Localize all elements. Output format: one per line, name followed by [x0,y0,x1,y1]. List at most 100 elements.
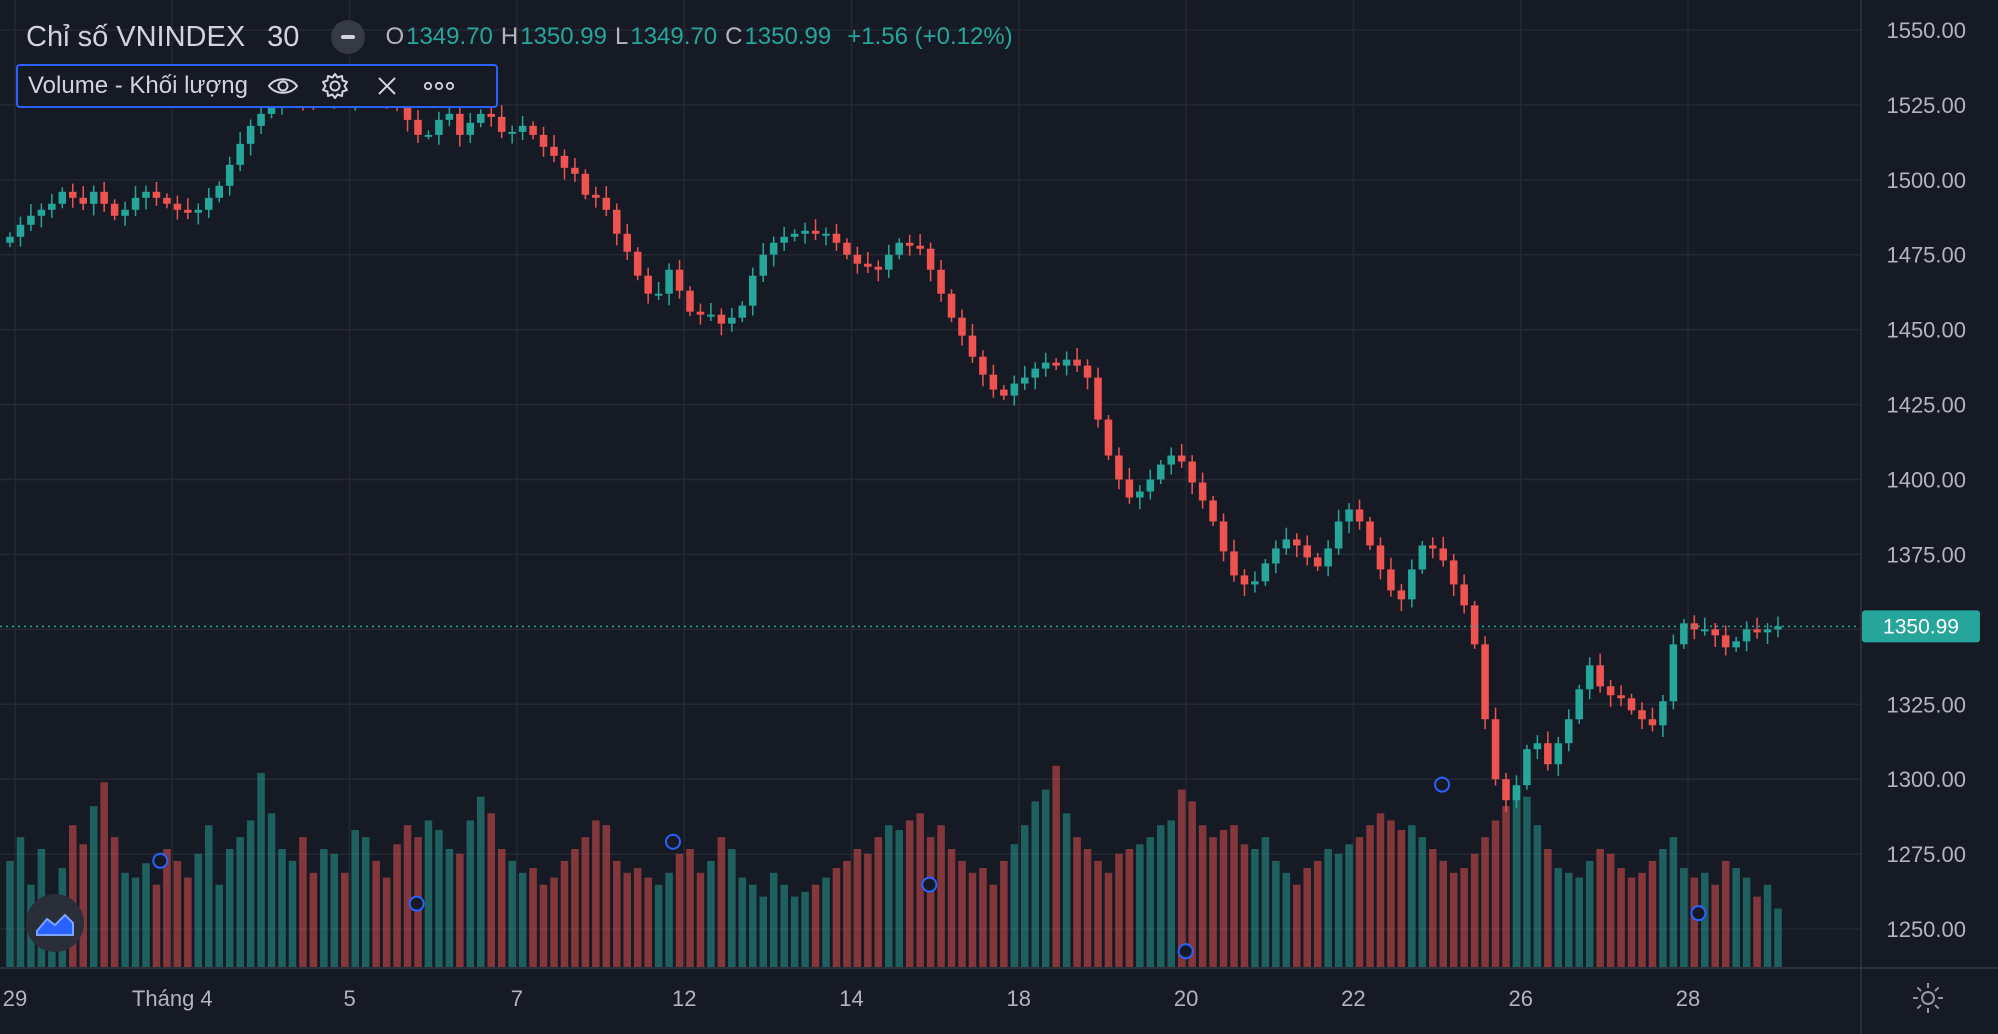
volume-bar [320,849,328,968]
candle [37,209,46,216]
candle [1701,629,1709,632]
volume-bars [6,765,1782,968]
volume-bar [633,868,642,968]
volume-bar [989,884,998,968]
candle [874,266,883,270]
candle [1753,629,1761,633]
candle [843,242,851,255]
symbol-name[interactable]: Chỉ số VNINDEX [26,20,246,53]
volume-bar [853,849,862,968]
candle [864,263,872,267]
candle [110,203,119,216]
candle [1209,500,1217,522]
last-price-label: 1350.99 [1883,615,1959,638]
candle [1408,569,1416,600]
volume-bar [780,884,788,968]
event-marker[interactable] [1177,943,1194,960]
candle [968,335,977,357]
brand-logo[interactable] [26,894,84,952]
candle [1083,365,1092,378]
volume-bar [382,877,391,968]
price-tick-label: 1250.00 [1886,917,1966,942]
event-marker[interactable] [408,895,425,912]
candle [1429,545,1437,549]
volume-bar [1638,872,1646,968]
candle [790,233,799,237]
volume-bar [299,837,307,968]
volume-bar [184,877,192,968]
chart-settings-icon[interactable] [1910,980,1946,1016]
volume-bar [173,860,182,968]
interval-label[interactable]: 30 [267,20,300,53]
volume-bar [424,820,433,968]
volume-bar [163,849,171,968]
candle [1282,539,1291,549]
candlestick-series [6,83,1782,812]
close-icon[interactable] [370,69,404,103]
candle [1094,377,1102,420]
price-tick-label: 1425.00 [1886,393,1966,418]
event-marker[interactable] [152,852,169,869]
more-options-icon[interactable] [422,69,456,103]
volume-bar [644,877,652,968]
volume-bar [1052,765,1060,968]
candle [456,113,464,135]
volume-bar [142,863,150,968]
time-tick-label: Tháng 4 [132,986,213,1011]
volume-bar [738,877,747,968]
volume-bar [1041,789,1050,968]
volume-bar [1439,860,1447,968]
volume-bar [968,872,977,968]
price-tick-label: 1450.00 [1886,318,1966,343]
volume-bar [1104,872,1113,968]
event-marker[interactable] [1690,905,1707,922]
candle [487,113,495,117]
price-axis: 1550.00 1525.00 1500.00 1475.00 1450.00 1425.… [1886,18,1966,942]
collapse-legend-button[interactable] [331,20,366,54]
volume-legend[interactable]: Volume - Khối lượng [16,64,498,108]
low-label: L [614,23,629,50]
volume-bar [403,825,412,968]
candle [466,122,475,135]
volume-bar [822,877,830,968]
volume-bar [267,813,276,968]
eye-icon[interactable] [266,69,300,103]
volume-bar [811,884,820,968]
volume-bar [832,868,841,968]
price-tick-label: 1325.00 [1886,692,1966,717]
candle [1115,455,1123,480]
candle [1732,641,1740,648]
candle [403,104,412,120]
candle [1491,719,1500,780]
candle [1272,548,1280,564]
event-marker[interactable] [921,876,938,893]
candle [1355,509,1364,522]
time-tick-label: 22 [1341,986,1365,1011]
candle [1523,749,1531,786]
candle [79,197,87,204]
candle [48,203,56,210]
volume-bar [1711,884,1719,968]
volume-bar [560,860,569,968]
volume-bar [623,872,631,968]
volume-bar [1376,813,1385,968]
volume-bar [1648,860,1657,968]
volume-bar [89,806,98,968]
settings-gear-icon[interactable] [318,69,352,103]
candle [1251,581,1259,585]
volume-bar [1251,849,1259,968]
time-axis: 29 Tháng 4 5 7 12 14 18 20 22 26 28 [3,986,1700,1011]
candle [267,104,276,114]
event-marker[interactable] [665,833,681,850]
volume-bar [1157,825,1165,968]
candle [1596,665,1604,687]
candle [1177,455,1186,462]
volume-bar [1293,884,1301,968]
volume-bar [477,796,485,968]
event-marker[interactable] [1434,776,1451,793]
volume-bar [1690,877,1699,968]
candle [1502,779,1510,801]
volume-bar [550,877,558,968]
candle [257,113,265,126]
